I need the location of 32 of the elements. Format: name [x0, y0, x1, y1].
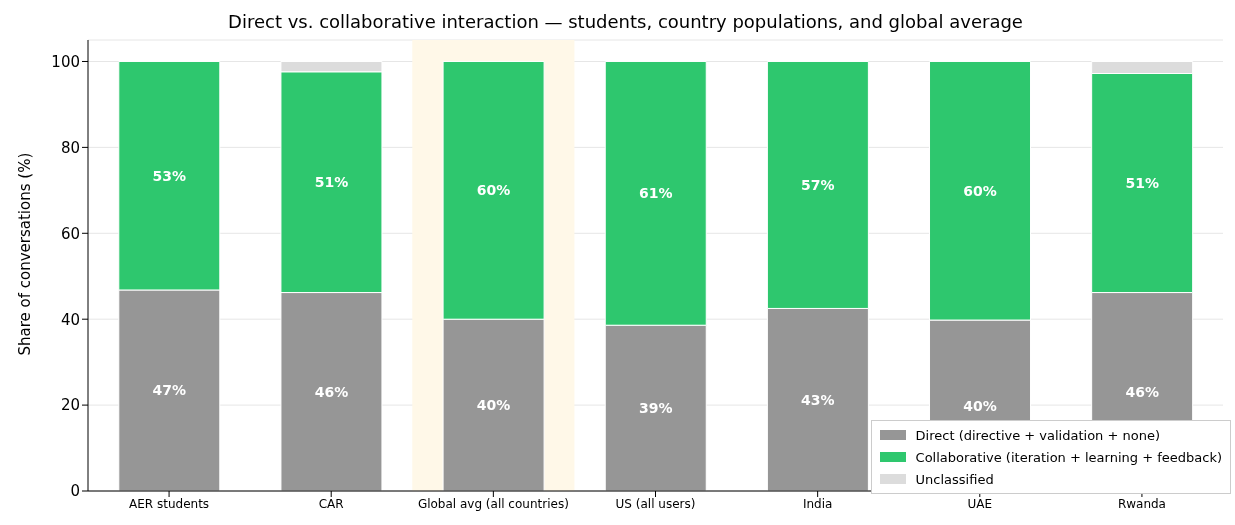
x-tick-label: Global avg (all countries): [417, 496, 569, 511]
y-tick-label: 40: [60, 310, 80, 329]
y-tick-label: 80: [60, 138, 80, 157]
data-label: 57%: [801, 176, 835, 193]
data-label: 47%: [152, 382, 187, 399]
x-tick-label: CAR: [318, 496, 344, 511]
y-tick-label: 100: [51, 52, 80, 71]
data-label: 51%: [314, 174, 349, 191]
data-label: 39%: [638, 400, 673, 417]
legend-label: Collaborative (iteration + learning + feedback): [915, 449, 1222, 465]
legend-label: Unclassified: [915, 471, 994, 487]
chart-title: Direct vs. collaborative interaction — students, country populations, and global average: [227, 10, 1024, 34]
data-label: 53%: [152, 167, 187, 184]
data-label: 40%: [963, 397, 997, 414]
x-tick-label: India: [802, 496, 833, 511]
x-tick-label: US (all users): [615, 496, 696, 511]
data-label: 60%: [476, 182, 511, 199]
data-label: 46%: [314, 383, 349, 400]
y-axis-title: Share of conversations (%): [16, 152, 35, 356]
y-tick-label: 0: [70, 482, 80, 501]
data-label: 61%: [638, 185, 673, 202]
data-label: 43%: [801, 391, 835, 408]
x-tick-label: AER students: [129, 496, 210, 511]
y-tick-label: 60: [60, 224, 80, 243]
data-label: 51%: [1125, 175, 1159, 192]
y-tick-label: 20: [60, 396, 80, 415]
legend-label: Direct (directive + validation + none): [915, 427, 1161, 443]
x-tick-label: Rwanda: [1117, 496, 1166, 511]
data-label: 46%: [1125, 383, 1159, 400]
x-tick-label: UAE: [967, 496, 993, 511]
data-label: 60%: [963, 182, 997, 199]
data-label: 40%: [476, 397, 511, 414]
